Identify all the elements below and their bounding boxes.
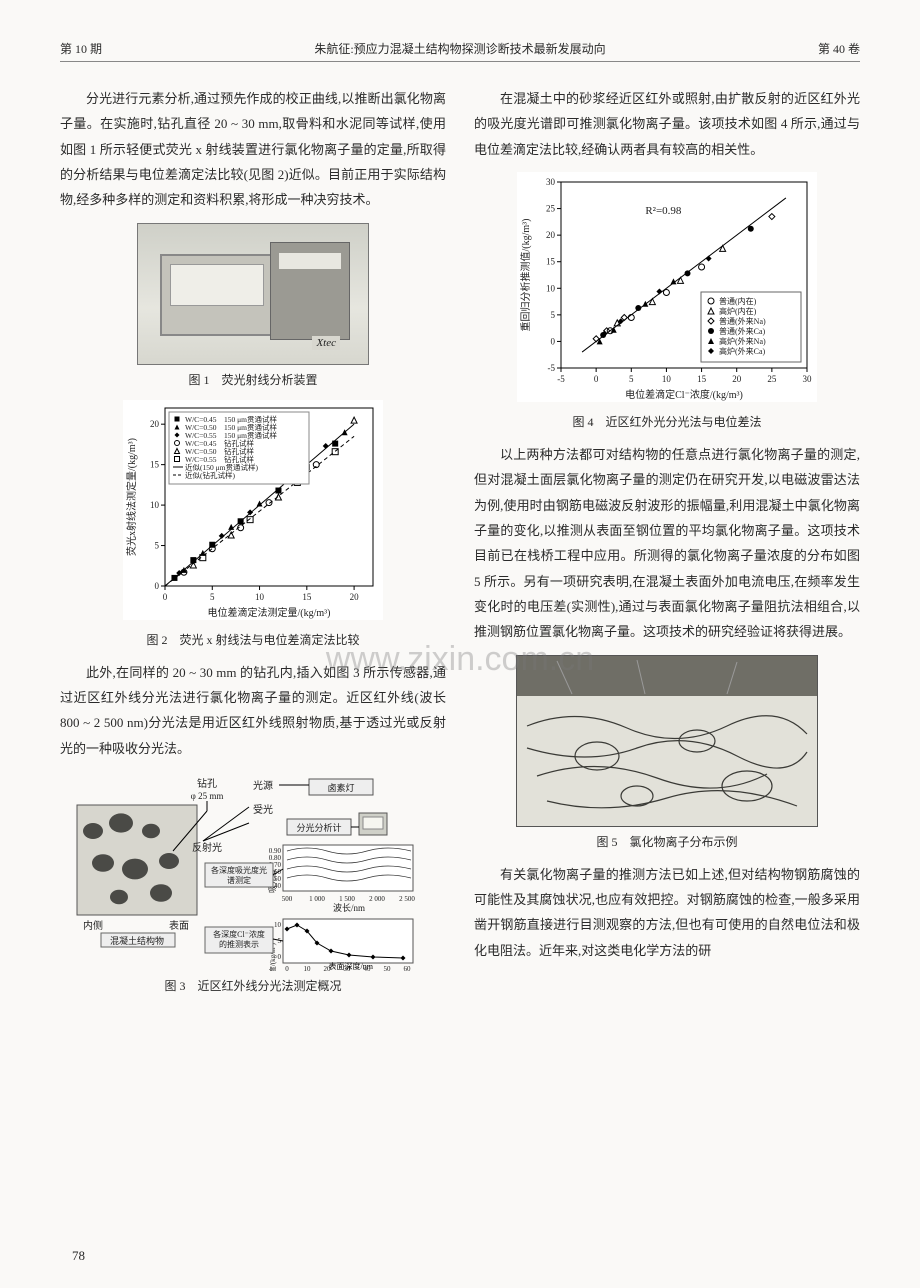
svg-text:普通(外来Ca): 普通(外来Ca)	[719, 326, 766, 336]
svg-text:10: 10	[150, 500, 160, 510]
svg-text:0: 0	[551, 336, 556, 346]
svg-text:10: 10	[304, 965, 312, 971]
svg-text:-5: -5	[548, 363, 556, 373]
svg-text:谱测定: 谱测定	[227, 875, 251, 885]
para-l2: 此外,在同样的 20 ~ 30 mm 的钻孔内,插入如图 3 所示传感器,通过近…	[60, 660, 446, 761]
svg-text:5: 5	[210, 592, 215, 602]
page-number: 78	[72, 1248, 85, 1264]
header-issue: 第 10 期	[60, 40, 140, 57]
left-column: 分光进行元素分析,通过预先作成的校正曲线,以推断出氯化物离子量。在实施时,钻孔直…	[60, 86, 446, 1006]
svg-text:20: 20	[350, 592, 360, 602]
svg-text:60: 60	[404, 965, 412, 971]
chart-4: -5 0 5 10 15 20 25 30 -5 0 5 10 15 20 25 30 电位差滴定Cl⁻浓度/(…	[517, 172, 817, 402]
svg-text:荧光x射线法测定量/(kg/m³): 荧光x射线法测定量/(kg/m³)	[125, 438, 138, 556]
svg-text:1 500: 1 500	[339, 895, 355, 903]
running-header: 第 10 期 朱航征:预应力混凝土结构物探测诊断技术最新发展动向 第 40 卷	[60, 40, 860, 62]
svg-text:普通(内在): 普通(内在)	[719, 296, 757, 306]
figure-5	[474, 655, 860, 827]
svg-text:0: 0	[155, 581, 160, 591]
svg-text:普通(外来Na): 普通(外来Na)	[719, 316, 766, 326]
fig5-caption: 图 5 氯化物离子分布示例	[474, 833, 860, 850]
svg-text:内侧: 内侧	[83, 919, 103, 932]
svg-text:0: 0	[163, 592, 168, 602]
svg-text:10: 10	[662, 374, 672, 384]
svg-text:电位差滴定法测定量/(kg/m³): 电位差滴定法测定量/(kg/m³)	[208, 606, 331, 619]
svg-text:电位差滴定Cl⁻浓度/(kg/m³): 电位差滴定Cl⁻浓度/(kg/m³)	[625, 388, 743, 401]
fig1-photo: Xtec	[137, 223, 369, 365]
svg-text:10: 10	[546, 283, 556, 293]
fig3-caption: 图 3 近区红外线分光法测定概况	[60, 977, 446, 994]
svg-text:受光: 受光	[253, 803, 273, 816]
fig1-caption: 图 1 荧光射线分析装置	[60, 371, 446, 388]
figure-3: 内侧表面混凝土结构物钻孔φ 25 mm光源卤素灯受光分光分析计反射光吸光度0.9…	[60, 771, 446, 971]
para-r3: 有关氯化物离子量的推测方法已如上述,但对结构物钢筋腐蚀的可能性及其腐蚀状况,也应…	[474, 862, 860, 963]
svg-text:各深度Cl⁻浓度: 各深度Cl⁻浓度	[213, 929, 265, 939]
svg-text:15: 15	[697, 374, 707, 384]
right-column: 在混凝土中的砂浆经近区红外或照射,由扩散反射的近区红外光的吸光度光谱即可推测氯化…	[474, 86, 860, 1006]
columns: 分光进行元素分析,通过预先作成的校正曲线,以推断出氯化物离子量。在实施时,钻孔直…	[60, 86, 860, 1006]
figure-2: 0 5 10 15 20 0 5 10 15 20 电位差滴定法测定量/(kg/m³) 荧光x射线法测…	[60, 400, 446, 625]
para-l1: 分光进行元素分析,通过预先作成的校正曲线,以推断出氯化物离子量。在实施时,钻孔直…	[60, 86, 446, 213]
svg-text:0: 0	[594, 374, 599, 384]
svg-text:15: 15	[150, 459, 160, 469]
svg-text:25: 25	[767, 374, 777, 384]
svg-text:20: 20	[150, 419, 160, 429]
svg-text:混凝土结构物: 混凝土结构物	[110, 935, 164, 946]
svg-text:R²=0.98: R²=0.98	[645, 205, 682, 217]
svg-text:30: 30	[803, 374, 813, 384]
svg-text:的推测表示: 的推测表示	[219, 939, 259, 949]
chart-2: 0 5 10 15 20 0 5 10 15 20 电位差滴定法测定量/(kg/m³) 荧光x射线法测…	[123, 400, 383, 620]
svg-text:光源: 光源	[253, 779, 273, 792]
page: 第 10 期 朱航征:预应力混凝土结构物探测诊断技术最新发展动向 第 40 卷 …	[0, 0, 920, 1288]
svg-text:高炉(内在): 高炉(内在)	[719, 306, 757, 316]
svg-text:分光分析计: 分光分析计	[296, 822, 341, 833]
svg-text:10: 10	[274, 921, 282, 929]
svg-text:重回归分析推测值/(kg/m³): 重回归分析推测值/(kg/m³)	[519, 219, 532, 332]
svg-text:5: 5	[551, 310, 556, 320]
figure-4: -5 0 5 10 15 20 25 30 -5 0 5 10 15 20 25 30 电位差滴定Cl⁻浓度/(…	[474, 172, 860, 407]
svg-text:1 000: 1 000	[309, 895, 325, 903]
header-volume: 第 40 卷	[780, 40, 860, 57]
svg-text:表面深度/nm: 表面深度/nm	[329, 961, 374, 971]
figure-1: Xtec	[60, 223, 446, 365]
svg-text:500: 500	[282, 895, 293, 903]
svg-text:近似(钻孔试样): 近似(钻孔试样)	[185, 470, 235, 480]
fig3-schematic: 内侧表面混凝土结构物钻孔φ 25 mm光源卤素灯受光分光分析计反射光吸光度0.9…	[73, 771, 433, 971]
fig4-caption: 图 4 近区红外光分光法与电位差法	[474, 413, 860, 430]
device-icon	[270, 242, 350, 340]
svg-text:钻孔: 钻孔	[197, 777, 217, 790]
svg-text:5: 5	[629, 374, 634, 384]
svg-text:30: 30	[546, 177, 556, 187]
para-r1: 在混凝土中的砂浆经近区红外或照射,由扩散反射的近区红外光的吸光度光谱即可推测氯化…	[474, 86, 860, 162]
svg-text:高炉(外来Ca): 高炉(外来Ca)	[719, 346, 766, 356]
svg-text:15: 15	[546, 257, 556, 267]
svg-text:2 000: 2 000	[369, 895, 385, 903]
svg-text:φ 25 mm: φ 25 mm	[191, 791, 224, 801]
svg-text:0: 0	[285, 965, 289, 971]
device-brand: Xtec	[312, 336, 340, 350]
svg-text:波长/nm: 波长/nm	[333, 902, 365, 913]
svg-text:卤素灯: 卤素灯	[327, 782, 354, 793]
para-r2: 以上两种方法都可对结构物的任意点进行氯化物离子量的测定,但对混凝土面层氯化物离子…	[474, 442, 860, 645]
svg-text:25: 25	[546, 204, 556, 214]
svg-text:5: 5	[155, 540, 160, 550]
svg-text:10: 10	[255, 592, 265, 602]
svg-text:各深度吸光度光: 各深度吸光度光	[211, 865, 267, 875]
svg-text:高炉(外来Na): 高炉(外来Na)	[719, 336, 766, 346]
fig2-caption: 图 2 荧光 x 射线法与电位差滴定法比较	[60, 631, 446, 648]
svg-text:50: 50	[384, 965, 392, 971]
svg-text:表面: 表面	[169, 919, 189, 932]
svg-text:15: 15	[302, 592, 312, 602]
svg-text:20: 20	[546, 230, 556, 240]
svg-text:0: 0	[278, 953, 282, 961]
header-title: 朱航征:预应力混凝土结构物探测诊断技术最新发展动向	[140, 40, 780, 57]
svg-text:20: 20	[732, 374, 742, 384]
fig5-photo	[516, 655, 818, 827]
svg-text:反射光: 反射光	[192, 841, 222, 854]
laptop-icon	[160, 254, 274, 336]
svg-text:2 500: 2 500	[399, 895, 415, 903]
svg-text:-5: -5	[557, 374, 565, 384]
